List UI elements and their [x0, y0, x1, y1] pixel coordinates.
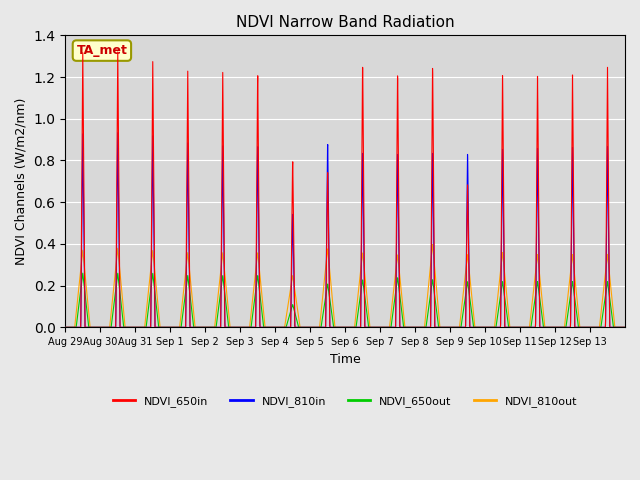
Legend: NDVI_650in, NDVI_810in, NDVI_650out, NDVI_810out: NDVI_650in, NDVI_810in, NDVI_650out, NDV… [108, 391, 582, 411]
Y-axis label: NDVI Channels (W/m2/nm): NDVI Channels (W/m2/nm) [15, 97, 28, 265]
Text: TA_met: TA_met [76, 44, 127, 57]
X-axis label: Time: Time [330, 353, 360, 366]
Title: NDVI Narrow Band Radiation: NDVI Narrow Band Radiation [236, 15, 454, 30]
